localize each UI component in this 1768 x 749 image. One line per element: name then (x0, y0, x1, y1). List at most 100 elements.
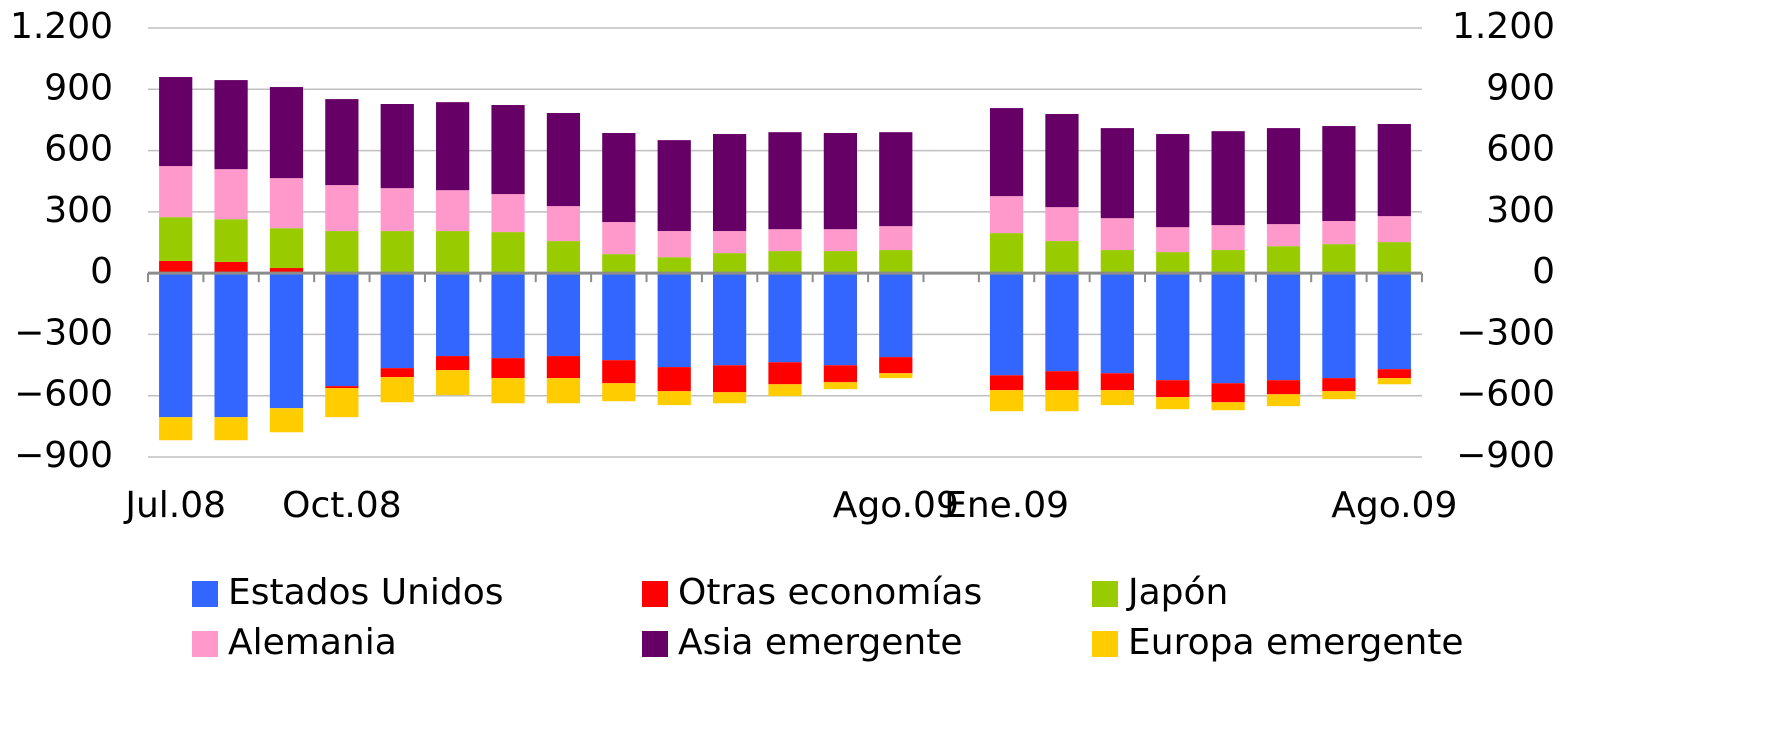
bar-segment (1266, 224, 1301, 247)
bar-segment (1322, 221, 1356, 245)
bar-segment (546, 378, 581, 404)
bar-segment (214, 80, 248, 170)
bar-segment (1156, 273, 1190, 381)
legend-swatch (192, 581, 218, 607)
bar-segment (491, 194, 525, 233)
x-tick-label: Jul.08 (123, 485, 226, 526)
bar-segment (1266, 246, 1301, 274)
y-tick-label: −900 (14, 435, 113, 476)
bar-segment (1377, 273, 1411, 370)
bar-segment (1156, 227, 1190, 253)
bar-segment (657, 257, 691, 274)
legend-label: Estados Unidos (228, 572, 504, 613)
bar-segment (712, 231, 747, 254)
y-tick-label: 1.200 (10, 6, 113, 47)
bar-segment (546, 112, 581, 207)
bar-segment (1100, 218, 1134, 251)
bar-segment (1045, 241, 1079, 274)
bar-segment (657, 367, 691, 392)
y-tick-label: 600 (44, 129, 113, 170)
bar-segment (436, 356, 470, 371)
legend-swatch (642, 581, 668, 607)
bar-segment (989, 108, 1024, 197)
bar-segment (159, 77, 193, 167)
bar-segment (380, 377, 414, 403)
bar-segment (823, 365, 858, 383)
y2-tick-label: −900 (1456, 435, 1555, 476)
bar-segment (823, 382, 858, 390)
bar-segment (1100, 373, 1134, 391)
bar-segment (380, 273, 414, 369)
bar-segment (491, 358, 525, 379)
bar-segment (1322, 391, 1356, 400)
bar-segment (657, 140, 691, 232)
bar-segment (1211, 273, 1245, 384)
bar-segment (1100, 128, 1134, 219)
bar-segment (1156, 397, 1190, 410)
y-tick-label: 0 (90, 251, 113, 292)
bar-segment (546, 356, 581, 379)
bar-segment (1322, 273, 1356, 379)
bar-segment (214, 169, 248, 220)
bar-segment (1266, 273, 1301, 381)
bar-segment (269, 408, 304, 433)
bar-segment (1045, 207, 1079, 242)
x-tick-label: Ago.09 (1331, 485, 1457, 526)
legend-label: Japón (1126, 572, 1228, 613)
bar-segment (879, 273, 913, 358)
y-tick-label: 300 (44, 190, 113, 231)
bar-segment (879, 250, 913, 274)
bar-segment (602, 360, 636, 384)
bar-segment (380, 231, 414, 274)
bar-segment (989, 375, 1024, 391)
y2-tick-label: 1.200 (1452, 6, 1555, 47)
bar-segment (879, 226, 913, 251)
x-tick-label: Ene.09 (944, 485, 1069, 526)
bar-segment (823, 229, 858, 252)
bar-segment (159, 273, 193, 418)
bar-segment (325, 386, 359, 389)
bar-segment (1100, 250, 1134, 274)
bar-segment (269, 228, 304, 269)
bar-segment (602, 383, 636, 402)
bar-segment (1045, 371, 1079, 391)
legend-label: Alemania (228, 622, 397, 663)
bar-segment (989, 233, 1024, 274)
bar-segment (1377, 369, 1411, 379)
bar-segment (1211, 402, 1245, 411)
y2-tick-label: −300 (1456, 312, 1555, 353)
x-tick-label: Ago.09 (833, 485, 959, 526)
bar-segment (325, 185, 359, 232)
bar-segment (1377, 242, 1411, 274)
bar-segment (657, 391, 691, 406)
bar-segment (159, 417, 193, 441)
legend-swatch (1092, 581, 1118, 607)
bar-segment (1156, 134, 1190, 228)
legend-swatch (642, 631, 668, 657)
bar-segment (325, 388, 359, 418)
y-tick-label: −600 (14, 374, 113, 415)
bar-segment (1322, 378, 1356, 392)
legend-label: Europa emergente (1128, 622, 1464, 663)
legend-swatch (1092, 631, 1118, 657)
bar-segment (214, 417, 248, 441)
bar-segment (1266, 380, 1301, 395)
y2-tick-label: −600 (1456, 374, 1555, 415)
bar-segment (768, 362, 802, 385)
bar-segment (1377, 216, 1411, 243)
bar-segment (380, 103, 414, 189)
bar-segment (269, 268, 304, 274)
bar-segment (1045, 114, 1079, 208)
bar-segment (602, 273, 636, 361)
bar-segment (989, 390, 1024, 412)
bar-segment (380, 188, 414, 232)
bar-segment (436, 231, 470, 274)
bar-segment (1211, 225, 1245, 251)
y-tick-label: 900 (44, 67, 113, 108)
bar-segment (159, 260, 193, 274)
bar-segment (325, 99, 359, 186)
bar-segment (602, 222, 636, 255)
x-tick-label: Oct.08 (282, 485, 402, 526)
bar-segment (159, 217, 193, 261)
